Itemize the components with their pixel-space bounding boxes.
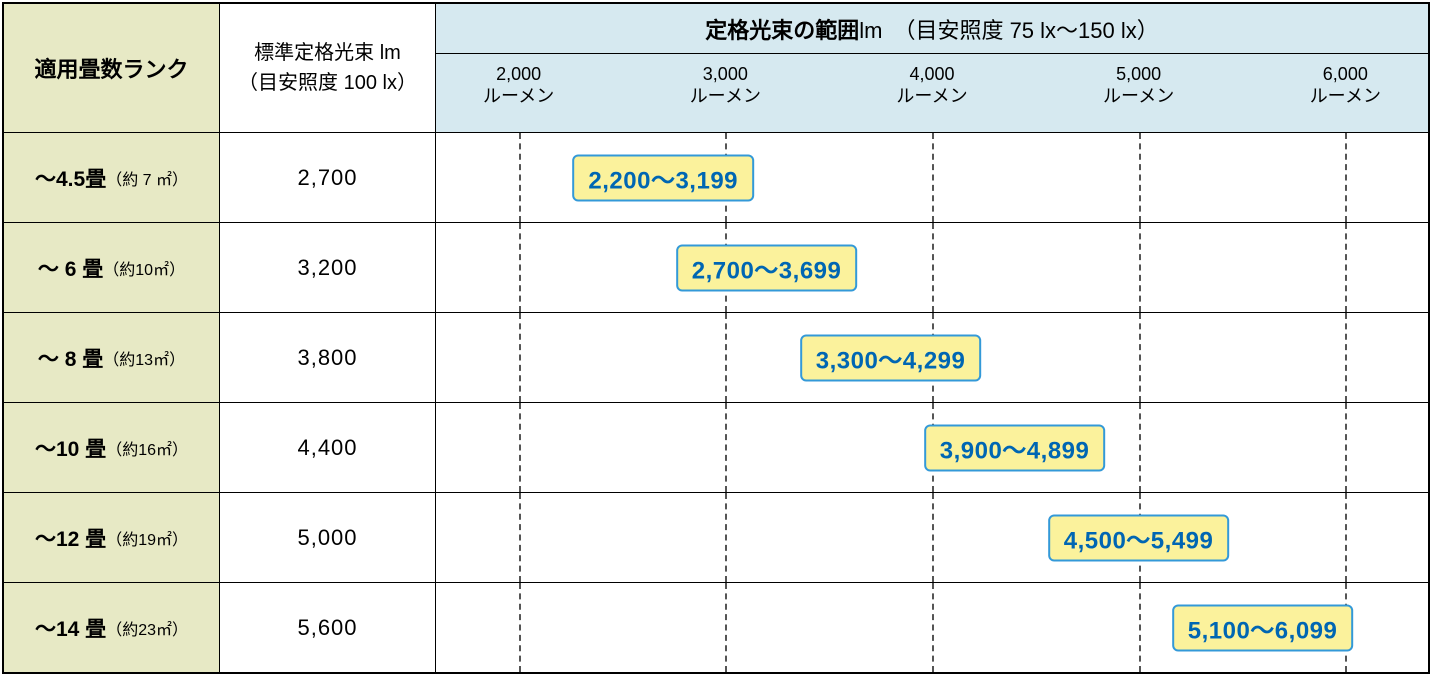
table-row: ～ 6 畳（約10㎡）3,200 2,700～3,699 — [4, 222, 1428, 312]
header-tatami-rank: 適用畳数ランク — [4, 4, 220, 132]
range-box: 3,900～4,899 — [924, 424, 1106, 471]
row-label: ～12 畳（約19㎡） — [4, 493, 220, 582]
grid-line — [1139, 313, 1141, 402]
grid-line — [1139, 133, 1141, 222]
table-row: ～ 8 畳（約13㎡）3,800 3,300～4,299 — [4, 312, 1428, 402]
range-box: 2,200～3,199 — [572, 154, 754, 201]
table-row: ～12 畳（約19㎡）5,000 4,500～5,499 — [4, 492, 1428, 582]
range-cell: 3,900～4,899 — [436, 403, 1428, 492]
range-cell: 2,700～3,699 — [436, 223, 1428, 312]
table-row: ～4.5畳（約 7 ㎡）2,700 2,200～3,199 — [4, 132, 1428, 222]
header-range-title-bold: 定格光束の範囲 — [705, 13, 859, 45]
grid-line — [519, 313, 521, 402]
scale-tick: 6,000ルーメン — [1310, 64, 1381, 107]
scale-tick: 2,000ルーメン — [483, 64, 554, 107]
std-lumen-value: 5,000 — [220, 493, 436, 582]
range-box: 2,700～3,699 — [676, 244, 858, 291]
grid-line — [932, 583, 934, 672]
table-row: ～14 畳（約23㎡）5,600 5,100～6,099 — [4, 582, 1428, 672]
header-row: 適用畳数ランク 標準定格光束 lm （目安照度 100 lx） 定格光束の範囲 … — [4, 4, 1428, 132]
range-cell: 4,500～5,499 — [436, 493, 1428, 582]
range-box: 3,300～4,299 — [800, 334, 982, 381]
range-cell: 5,100～6,099 — [436, 583, 1428, 672]
range-box: 5,100～6,099 — [1172, 604, 1354, 651]
grid-line — [1139, 223, 1141, 312]
grid-line — [519, 583, 521, 672]
header-std-lumen: 標準定格光束 lm （目安照度 100 lx） — [220, 4, 436, 132]
header-range-title-rest: lm （目安照度 75 lx～150 lx） — [859, 13, 1159, 45]
header-range-title: 定格光束の範囲 lm （目安照度 75 lx～150 lx） — [436, 4, 1428, 54]
grid-line — [519, 133, 521, 222]
grid-line — [725, 493, 727, 582]
std-lumen-value: 3,200 — [220, 223, 436, 312]
grid-line — [1345, 133, 1347, 222]
grid-line — [519, 403, 521, 492]
lumen-table: 適用畳数ランク 標準定格光束 lm （目安照度 100 lx） 定格光束の範囲 … — [2, 2, 1430, 674]
std-lumen-value: 4,400 — [220, 403, 436, 492]
row-label: ～ 6 畳（約10㎡） — [4, 223, 220, 312]
grid-line — [519, 493, 521, 582]
scale-area: 2,000ルーメン 3,000ルーメン 4,000ルーメン 5,000ルーメン 6,00… — [436, 54, 1428, 132]
grid-line — [725, 403, 727, 492]
grid-line — [725, 583, 727, 672]
grid-line — [725, 313, 727, 402]
row-label: ～14 畳（約23㎡） — [4, 583, 220, 672]
std-lumen-value: 2,700 — [220, 133, 436, 222]
grid-line — [1345, 313, 1347, 402]
grid-line — [519, 223, 521, 312]
grid-line — [1345, 493, 1347, 582]
header-std-lumen-line1: 標準定格光束 lm — [254, 38, 401, 68]
row-label: ～ 8 畳（約13㎡） — [4, 313, 220, 402]
rows-container: ～4.5畳（約 7 ㎡）2,7002,200～3,199～ 6 畳（約10㎡）3… — [4, 132, 1428, 672]
range-cell: 3,300～4,299 — [436, 313, 1428, 402]
grid-line — [1139, 583, 1141, 672]
row-label: ～10 畳（約16㎡） — [4, 403, 220, 492]
range-box: 4,500～5,499 — [1048, 514, 1230, 561]
header-range: 定格光束の範囲 lm （目安照度 75 lx～150 lx） 2,000ルーメン… — [436, 4, 1428, 132]
grid-line — [932, 493, 934, 582]
row-label: ～4.5畳（約 7 ㎡） — [4, 133, 220, 222]
grid-line — [1345, 403, 1347, 492]
table-row: ～10 畳（約16㎡）4,400 3,900～4,899 — [4, 402, 1428, 492]
scale-tick: 3,000ルーメン — [690, 64, 761, 107]
header-std-lumen-line2: （目安照度 100 lx） — [238, 68, 417, 98]
std-lumen-value: 5,600 — [220, 583, 436, 672]
grid-line — [1345, 223, 1347, 312]
range-cell: 2,200～3,199 — [436, 133, 1428, 222]
scale-tick: 4,000ルーメン — [896, 64, 967, 107]
grid-line — [932, 223, 934, 312]
scale-tick: 5,000ルーメン — [1103, 64, 1174, 107]
std-lumen-value: 3,800 — [220, 313, 436, 402]
grid-line — [1139, 403, 1141, 492]
grid-line — [932, 133, 934, 222]
